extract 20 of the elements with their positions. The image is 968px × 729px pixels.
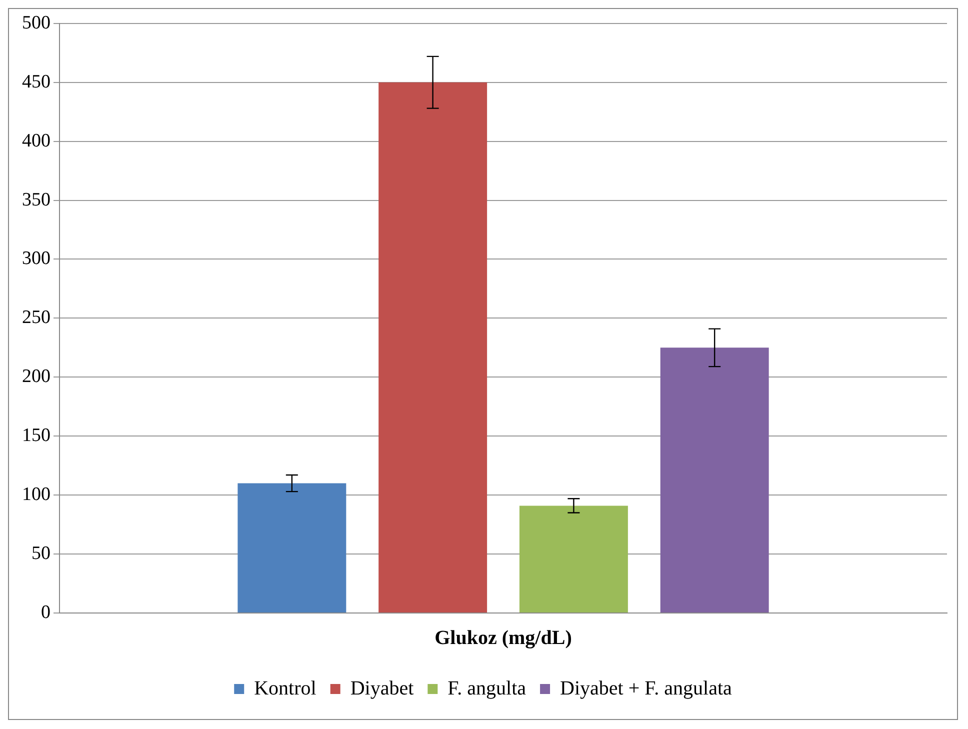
y-tick-label: 400	[22, 130, 50, 152]
y-tick-label: 500	[22, 12, 50, 34]
bar	[238, 483, 346, 612]
y-tick-label: 150	[22, 425, 50, 446]
y-tick-label: 450	[22, 71, 50, 92]
bar	[660, 348, 769, 612]
legend-label: Diyabet + F. angulata	[560, 677, 732, 700]
y-tick-label: 200	[22, 366, 50, 388]
x-tick-label: Glukoz (mg/dL)	[434, 627, 572, 650]
y-tick-label: 250	[22, 307, 50, 328]
y-tick-label: 350	[22, 189, 50, 210]
legend-label: Kontrol	[254, 677, 317, 700]
legend-label: Diyabet	[350, 677, 414, 700]
y-tick-label: 50	[32, 543, 50, 564]
bar	[378, 82, 488, 612]
y-tick-label: 100	[22, 484, 50, 506]
legend-label: F. angulta	[448, 677, 526, 700]
bar	[519, 506, 628, 612]
y-tick-label: 300	[22, 248, 50, 270]
y-tick-label: 0	[41, 602, 50, 623]
